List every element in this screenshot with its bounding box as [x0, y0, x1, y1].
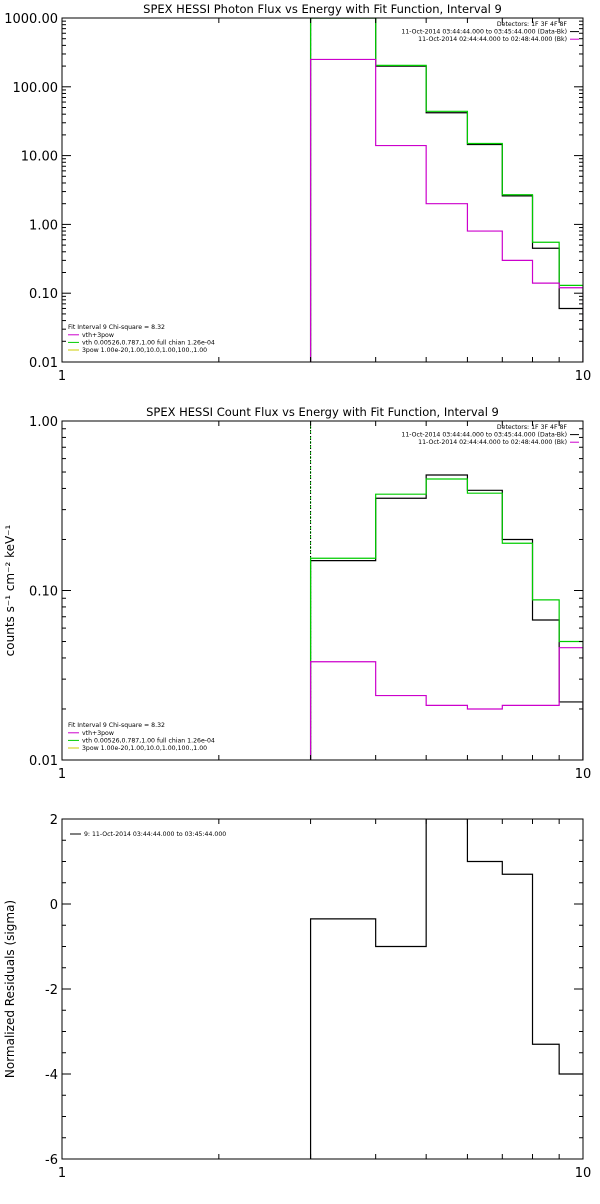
- x-tick-label: 1: [58, 369, 66, 384]
- y-tick-label: 0.01: [29, 754, 58, 769]
- series-2-line: [309, 478, 583, 760]
- x-tick-label: 10: [575, 767, 592, 782]
- series-1-line: [309, 18, 583, 362]
- y-tick-label: 0.01: [29, 356, 58, 371]
- y-tick-label: -6: [45, 1153, 58, 1168]
- y-tick-label: 2: [50, 813, 58, 828]
- y-tick-label: 0.10: [29, 287, 58, 302]
- legend-entry: 3pow 1.00e-20,1.00,10.0,1.00,100.,1.00: [82, 347, 207, 354]
- chart-panel-2: SPEX HESSI Count Flux vs Energy with Fit…: [3, 405, 591, 782]
- series-2-line: [309, 18, 583, 362]
- legend-entry: 9: 11-Oct-2014 03:44:44.000 to 03:45:44.…: [84, 831, 226, 838]
- series-3-line: [309, 58, 583, 362]
- y-tick-label: 1000.00: [4, 12, 58, 27]
- legend-entry: Detectors: 1F 3F 4F 8F: [497, 424, 568, 431]
- chart-title: SPEX HESSI Count Flux vs Energy with Fit…: [146, 405, 499, 419]
- y-axis-label: Normalized Residuals (sigma): [3, 900, 17, 1078]
- y-tick-label: 100.00: [13, 81, 59, 96]
- legend-entry: Fit Interval 9 Chi-square = 8.32: [68, 722, 165, 729]
- plot-frame: [61, 420, 584, 761]
- legend-entry: 11-Oct-2014 02:44:44.000 to 02:48:44.000…: [418, 36, 567, 43]
- legend-entry: 11-Oct-2014 03:44:44.000 to 03:45:44.000…: [401, 432, 567, 439]
- y-tick-label: -4: [45, 1068, 58, 1083]
- legend-entry: vth 0.00526,0.787,1.00 full chian 1.26e-…: [82, 737, 215, 744]
- y-tick-label: 1.00: [29, 415, 58, 430]
- chart-panel-1: SPEX HESSI Photon Flux vs Energy with Fi…: [4, 2, 591, 384]
- chart-title: SPEX HESSI Photon Flux vs Energy with Fi…: [143, 2, 502, 16]
- legend-entry: 11-Oct-2014 02:44:44.000 to 02:48:44.000…: [418, 439, 567, 446]
- series-3-line: [309, 647, 583, 760]
- legend-entry: vth+3pow: [82, 730, 114, 737]
- legend-entry: vth 0.00526,0.787,1.00 full chian 1.26e-…: [82, 339, 215, 346]
- x-tick-label: 10: [575, 1166, 592, 1181]
- y-tick-label: 0.10: [29, 585, 58, 600]
- x-tick-label: 1: [58, 767, 66, 782]
- legend-entry: 11-Oct-2014 03:44:44.000 to 03:45:44.000…: [401, 29, 567, 36]
- legend-entry: vth+3pow: [82, 332, 114, 339]
- legend-entry: Detectors: 1F 3F 4F 8F: [497, 21, 568, 28]
- y-tick-label: 1.00: [29, 218, 58, 233]
- y-axis-label: counts s⁻¹ cm⁻² keV⁻¹: [3, 524, 17, 656]
- series-1-line: [309, 819, 583, 1159]
- plot-frame: [61, 17, 584, 363]
- plot-frame: [61, 818, 584, 1160]
- y-tick-label: -2: [45, 983, 58, 998]
- legend-entry: Fit Interval 9 Chi-square = 8.32: [68, 324, 165, 331]
- legend-entry: 3pow 1.00e-20,1.00,10.0,1.00,100.,1.00: [82, 745, 207, 752]
- chart-panel-3: Normalized Residuals (sigma) -6 -4 -2 0 2 1 10 9…: [3, 813, 591, 1181]
- x-tick-label: 10: [575, 369, 592, 384]
- series-1-line: [309, 474, 583, 760]
- y-tick-label: 0: [50, 898, 58, 913]
- y-tick-label: 10.00: [21, 150, 58, 165]
- x-tick-label: 1: [58, 1166, 66, 1181]
